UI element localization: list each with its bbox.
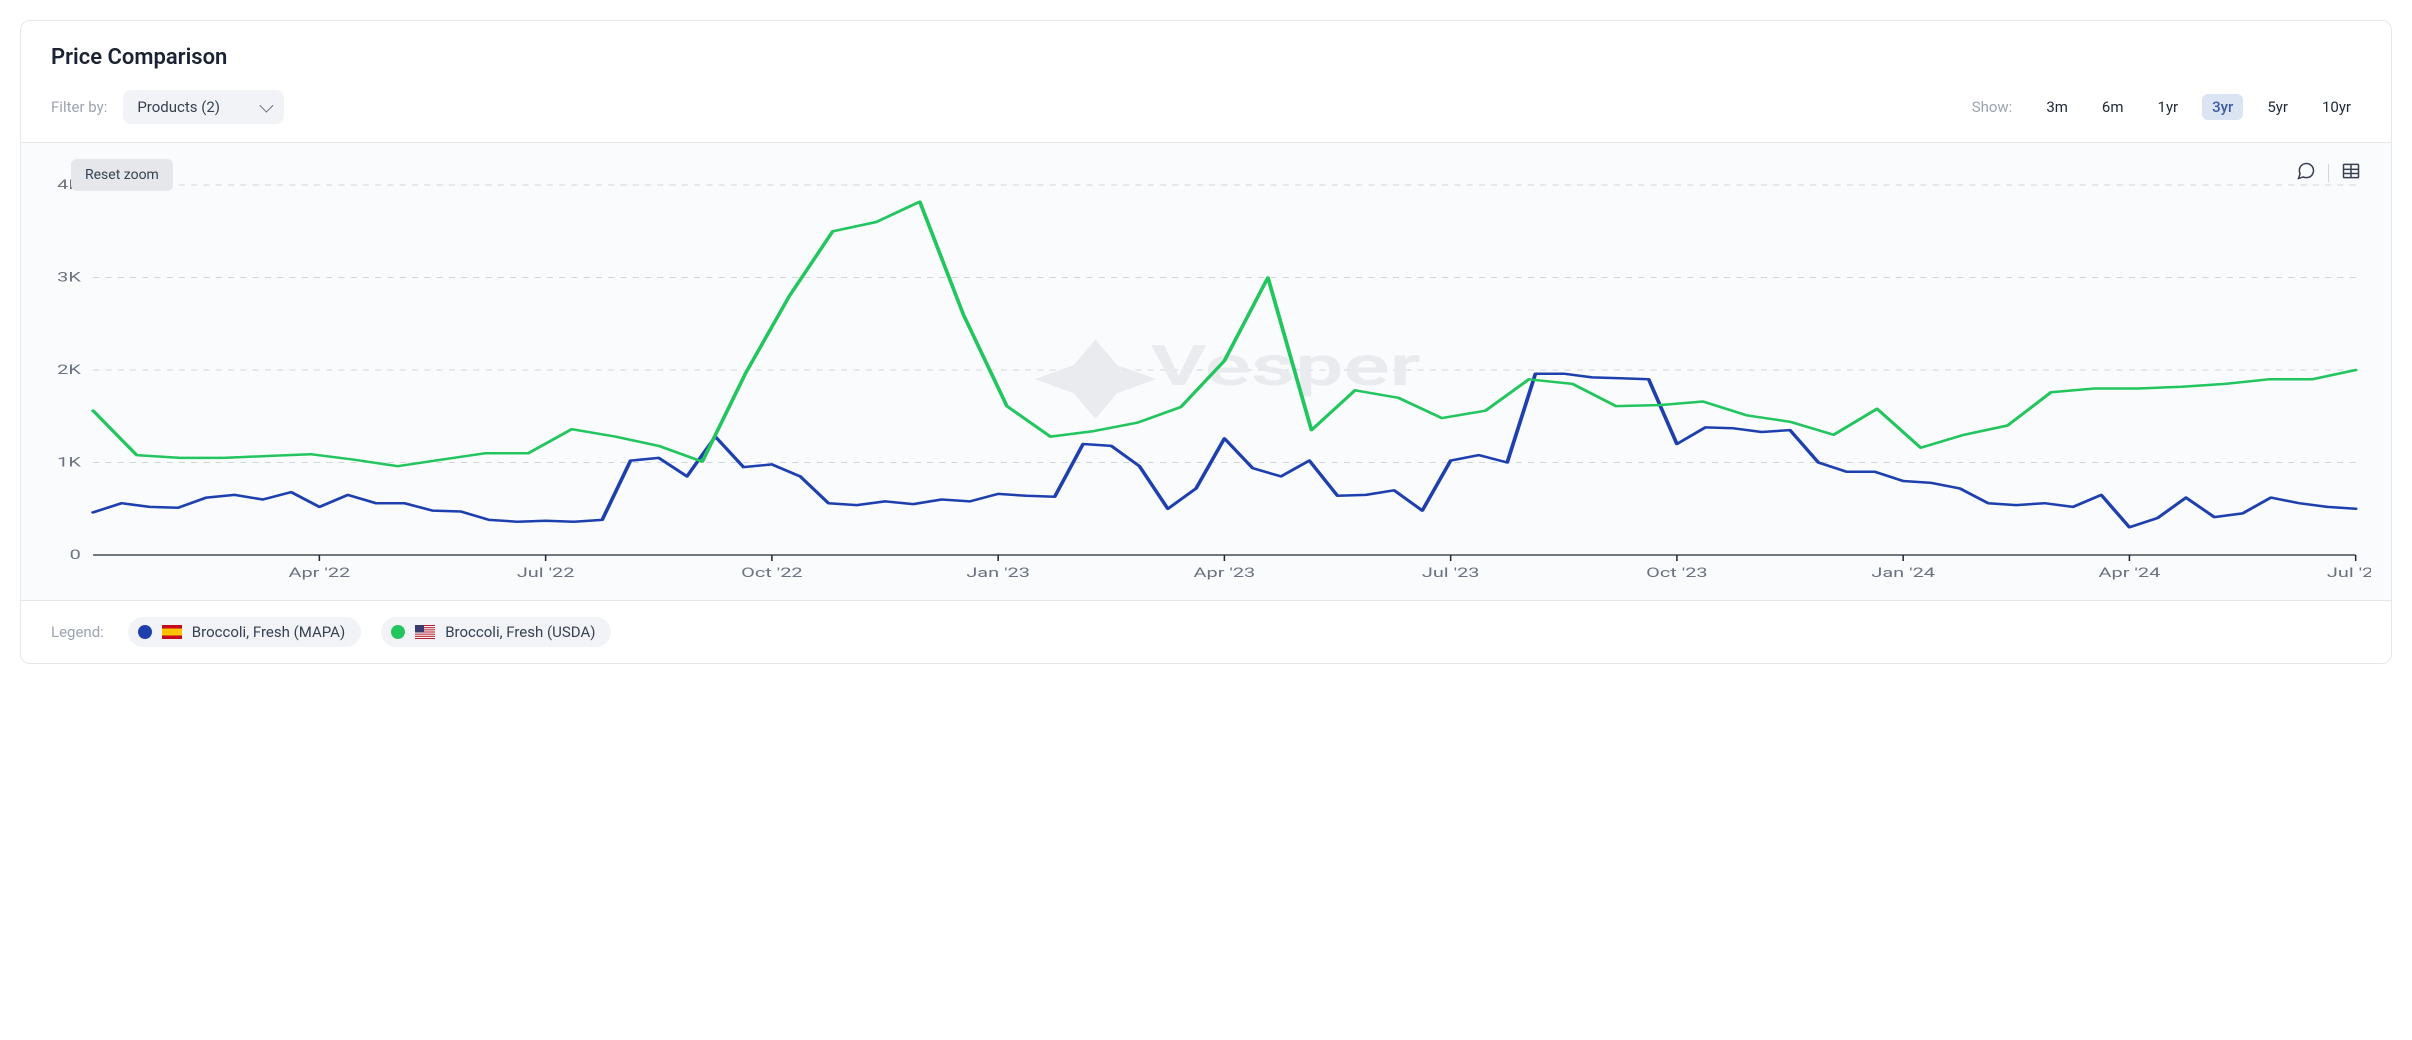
range-5yr[interactable]: 5yr (2257, 94, 2298, 120)
chart-area: Reset zoom 01K2K3K4KVesperApr '22Jul '22… (21, 143, 2391, 600)
range-6m[interactable]: 6m (2092, 94, 2134, 120)
svg-text:3K: 3K (57, 270, 81, 285)
comment-icon[interactable] (2296, 161, 2316, 185)
chart-toolbar (2296, 161, 2361, 185)
range-10yr[interactable]: 10yr (2312, 94, 2361, 120)
legend-label: Legend: (51, 623, 104, 641)
dropdown-value: Products (2) (137, 98, 220, 116)
line-chart[interactable]: 01K2K3K4KVesperApr '22Jul '22Oct '22Jan … (41, 155, 2371, 590)
svg-text:2K: 2K (57, 362, 81, 377)
page-title: Price Comparison (51, 45, 2361, 70)
reset-zoom-button[interactable]: Reset zoom (71, 159, 173, 191)
controls-row: Filter by: Products (2) Show: 3m 6m 1yr 3yr… (51, 90, 2361, 124)
range-3m[interactable]: 3m (2036, 94, 2078, 120)
svg-text:Jan '24: Jan '24 (1871, 565, 1935, 580)
range-group: Show: 3m 6m 1yr 3yr 5yr 10yr (1972, 94, 2361, 120)
range-1yr[interactable]: 1yr (2148, 94, 2189, 120)
legend: Legend: Broccoli, Fresh (MAPA) Broccoli, … (21, 600, 2391, 663)
legend-dot (138, 625, 152, 639)
range-3yr[interactable]: 3yr (2202, 94, 2243, 120)
svg-text:Jan '23: Jan '23 (966, 565, 1030, 580)
legend-text: Broccoli, Fresh (MAPA) (192, 623, 345, 641)
price-comparison-card: Price Comparison Filter by: Products (2)… (20, 20, 2392, 664)
flag-icon (162, 625, 182, 639)
legend-text: Broccoli, Fresh (USDA) (445, 623, 595, 641)
legend-item[interactable]: Broccoli, Fresh (MAPA) (128, 617, 361, 647)
filter-group: Filter by: Products (2) (51, 90, 284, 124)
svg-text:1K: 1K (57, 455, 81, 470)
svg-text:0: 0 (70, 547, 81, 562)
svg-text:Apr '22: Apr '22 (289, 565, 351, 580)
legend-dot (391, 625, 405, 639)
svg-text:Apr '23: Apr '23 (1194, 565, 1256, 580)
products-dropdown[interactable]: Products (2) (123, 90, 284, 124)
flag-icon (415, 625, 435, 639)
show-label: Show: (1972, 98, 2013, 116)
svg-text:Oct '22: Oct '22 (741, 565, 802, 580)
svg-text:Apr '24: Apr '24 (2099, 565, 2161, 580)
chevron-down-icon (259, 99, 273, 113)
svg-text:Jul '23: Jul '23 (1422, 565, 1480, 580)
svg-text:Jul '22: Jul '22 (517, 565, 575, 580)
svg-text:Oct '23: Oct '23 (1646, 565, 1707, 580)
card-header: Price Comparison Filter by: Products (2)… (21, 21, 2391, 143)
svg-text:Jul '24: Jul '24 (2327, 565, 2371, 580)
toolbar-divider (2328, 164, 2329, 182)
table-icon[interactable] (2341, 161, 2361, 185)
legend-item[interactable]: Broccoli, Fresh (USDA) (381, 617, 611, 647)
filter-label: Filter by: (51, 98, 107, 116)
